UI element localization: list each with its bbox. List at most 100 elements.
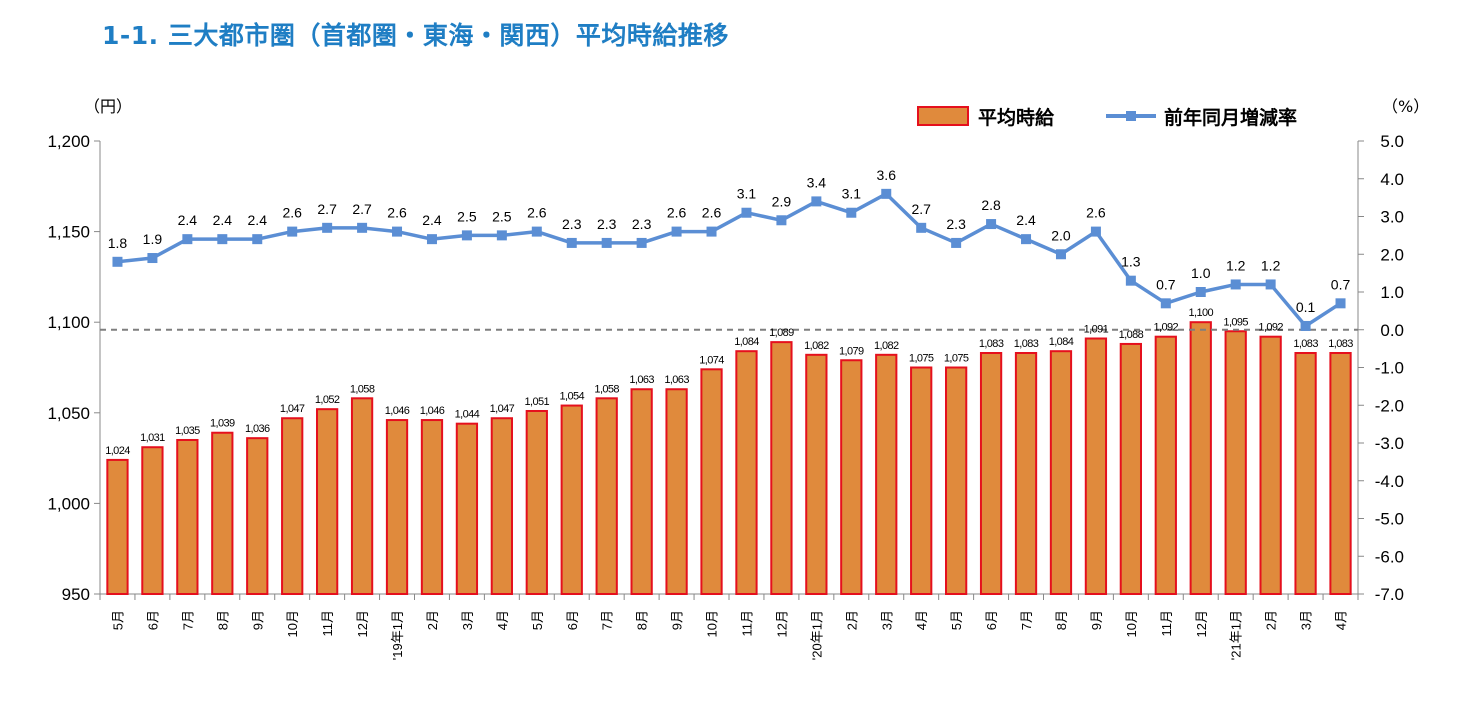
line-value-label: 2.3 <box>562 216 582 232</box>
line-marker <box>1021 234 1032 245</box>
bars <box>106 321 1352 596</box>
x-category-label: 4月 <box>1334 610 1349 630</box>
line-value-label: 2.3 <box>946 216 966 232</box>
bar <box>979 352 1003 595</box>
bar-value-label: 1,082 <box>804 340 829 352</box>
bar-value-label: 1,079 <box>839 345 864 357</box>
bar-value-label: 1,084 <box>1049 336 1074 348</box>
x-category-label: 9月 <box>1089 610 1104 630</box>
right-tick-label: 2.0 <box>1380 245 1404 264</box>
line-marker <box>252 234 263 245</box>
line-value-label: 2.7 <box>317 201 337 217</box>
line-marker <box>1195 287 1206 297</box>
legend-line-label: 前年同月増減率 <box>1164 106 1297 129</box>
x-category-label: 11月 <box>739 610 754 637</box>
x-category-label: 4月 <box>495 610 510 630</box>
bar-value-label: 1,052 <box>315 394 340 406</box>
line-value-label: 3.1 <box>737 186 757 202</box>
right-tick-label: 3.0 <box>1380 208 1404 227</box>
line-marker <box>496 230 507 241</box>
x-category-label: 11月 <box>1159 610 1174 637</box>
bar-value-label: 1,044 <box>455 409 480 421</box>
line-value-label: 1.0 <box>1191 265 1211 281</box>
x-category-label: 7月 <box>600 610 615 630</box>
legend: 平均時給 前年同月増減率 <box>917 106 1297 129</box>
bar-value-label: 1,039 <box>210 418 235 430</box>
bar <box>560 404 583 595</box>
x-axis-labels: 5月 6月 7月 8月 9月 10月 11月 12月 '19年1月 2月 3月 4月 5月 6月 7月 8月 9… <box>110 610 1348 660</box>
bar-value-label: 1,082 <box>874 340 899 352</box>
x-category-label: 2月 <box>425 610 440 630</box>
right-tick-label: -5.0 <box>1375 510 1404 529</box>
bar <box>1259 335 1282 595</box>
bar-value-label: 1,047 <box>280 403 305 415</box>
bar <box>106 458 129 595</box>
x-category-label: 9月 <box>250 610 265 630</box>
x-category-label: 6月 <box>145 610 160 630</box>
bar <box>385 419 409 595</box>
line-marker <box>1055 249 1066 260</box>
bar <box>141 446 164 595</box>
bar-value-label: 1,083 <box>1328 338 1353 350</box>
line-marker <box>1335 298 1346 309</box>
x-category-label: 10月 <box>705 610 720 637</box>
bar-value-label: 1,054 <box>559 391 584 403</box>
bar <box>176 438 199 596</box>
bar-value-label: 1,046 <box>420 405 445 417</box>
line-value-label: 1.2 <box>1226 257 1246 273</box>
bar <box>420 419 444 595</box>
bar <box>875 353 898 596</box>
bar-value-label: 1,092 <box>1154 322 1179 334</box>
line-marker <box>706 226 717 237</box>
bar <box>1189 321 1212 595</box>
line-marker <box>392 226 403 237</box>
line-value-label: 2.3 <box>632 216 652 232</box>
bar-value-label: 1,024 <box>105 445 130 457</box>
bar-value-label: 1,051 <box>525 396 550 408</box>
line-marker <box>846 207 857 218</box>
x-category-label: 6月 <box>565 610 580 630</box>
line-marker <box>601 237 612 248</box>
line-value-label: 2.6 <box>702 205 722 221</box>
bar-value-label: 1,100 <box>1188 307 1213 319</box>
line-value-label: 0.7 <box>1331 276 1351 292</box>
line-value-label: 2.4 <box>178 212 198 228</box>
bar <box>1084 337 1108 595</box>
bar-value-label: 1,083 <box>979 338 1004 350</box>
line-value-label: 2.5 <box>457 208 477 224</box>
x-category-label: 7月 <box>180 610 195 630</box>
bar-value-label: 1,089 <box>769 327 794 339</box>
left-tick-label: 1,050 <box>47 404 90 423</box>
x-category-label: 8月 <box>1054 610 1069 630</box>
line-marker <box>916 222 927 233</box>
axes: 1,200 1,150 1,100 1,050 1,000 950 5.0 4.0 3.0 2.0… <box>47 132 1404 604</box>
x-category-label: 5月 <box>530 610 545 630</box>
bar-value-label: 1,091 <box>1084 324 1109 336</box>
right-tick-label: 0.0 <box>1380 321 1404 340</box>
bar <box>455 422 479 595</box>
bar <box>700 368 723 596</box>
bar-value-label: 1,058 <box>594 383 619 395</box>
x-category-label: '20年1月 <box>809 610 824 660</box>
right-tick-label: -2.0 <box>1375 396 1404 415</box>
bar <box>281 417 304 595</box>
line-value-label: 3.1 <box>842 186 862 202</box>
line-marker <box>986 219 997 230</box>
line-value-label: 2.6 <box>282 205 302 221</box>
bar <box>490 417 513 595</box>
line-value-label: 2.5 <box>492 208 512 224</box>
x-category-label: 12月 <box>1194 610 1209 637</box>
bar-value-label: 1,074 <box>699 354 724 366</box>
line-value-label: 1.9 <box>143 231 163 247</box>
x-category-label: 11月 <box>320 610 335 637</box>
bar <box>350 397 374 595</box>
bar <box>945 366 968 595</box>
x-category-label: '21年1月 <box>1229 610 1244 660</box>
line-value-label: 2.4 <box>248 212 268 228</box>
line-marker <box>1090 226 1101 237</box>
bar-value-label: 1,075 <box>909 353 934 365</box>
x-category-label: 2月 <box>844 610 859 630</box>
bar-value-label: 1,047 <box>490 403 515 415</box>
left-tick-label: 1,200 <box>47 132 90 151</box>
